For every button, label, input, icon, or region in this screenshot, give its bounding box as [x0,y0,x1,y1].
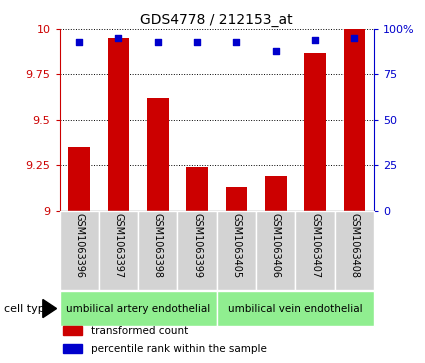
Text: GSM1063399: GSM1063399 [192,213,202,278]
Bar [99,211,138,290]
Point [272,48,279,54]
Point [76,39,82,45]
Bar [265,176,286,211]
Bar [147,98,169,211]
Bar [295,211,335,290]
Point [351,35,358,41]
Bar [335,211,374,290]
Bar [343,29,365,211]
Bar [60,291,217,326]
Bar [108,38,129,211]
Bar [62,326,82,335]
Point [233,39,240,45]
Polygon shape [43,299,57,318]
Bar [217,291,374,326]
Point [115,35,122,41]
Text: umbilical vein endothelial: umbilical vein endothelial [228,303,363,314]
Bar [68,147,90,211]
Point [154,39,161,45]
Text: umbilical artery endothelial: umbilical artery endothelial [66,303,210,314]
Bar [256,211,295,290]
Bar [178,211,217,290]
Bar [186,167,208,211]
Text: GSM1063408: GSM1063408 [349,213,360,278]
Text: GSM1063407: GSM1063407 [310,213,320,278]
Text: GSM1063398: GSM1063398 [153,213,163,278]
Text: percentile rank within the sample: percentile rank within the sample [91,344,267,354]
Point [194,39,201,45]
Text: GSM1063406: GSM1063406 [271,213,281,278]
Bar [226,187,247,211]
Bar [62,344,82,353]
Bar [60,211,99,290]
Title: GDS4778 / 212153_at: GDS4778 / 212153_at [140,13,293,26]
Text: GSM1063397: GSM1063397 [113,213,124,278]
Bar [217,211,256,290]
Text: GSM1063405: GSM1063405 [231,213,241,278]
Point [312,37,318,43]
Bar [304,53,326,211]
Text: cell type: cell type [4,303,52,314]
Bar [138,211,178,290]
Text: GSM1063396: GSM1063396 [74,213,84,278]
Text: transformed count: transformed count [91,326,188,336]
